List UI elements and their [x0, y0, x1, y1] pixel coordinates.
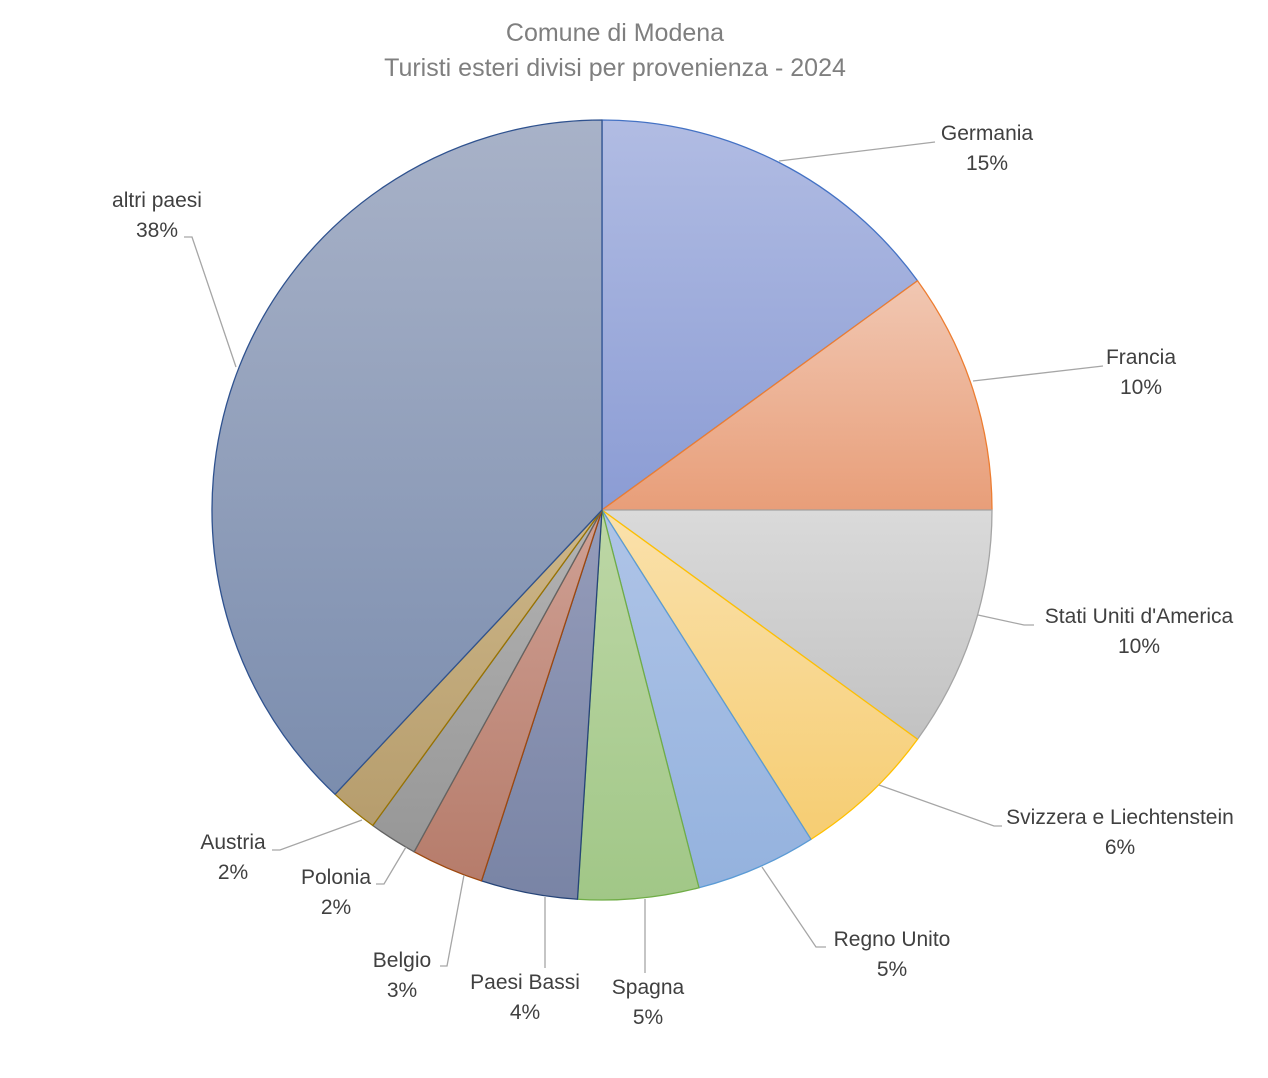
data-label-svizzera-e-liechtenstein-percent: 6%: [1105, 836, 1135, 859]
data-label-stati-uniti-d-america-category: Stati Uniti d'America: [1045, 605, 1234, 628]
leader-line-germania: [778, 141, 936, 162]
chart-title: Comune di Modena: [506, 19, 724, 47]
data-labels: Germania 15% Francia 10% Stati Uniti d'A…: [112, 122, 1234, 1029]
data-label-francia-percent: 10%: [1120, 376, 1162, 399]
data-label-germania-category: Germania: [941, 122, 1034, 145]
data-label-altri-paesi-category: altri paesi: [112, 189, 202, 212]
data-label-regno-unito-category: Regno Unito: [834, 928, 951, 951]
data-label-francia-category: Francia: [1106, 346, 1176, 369]
leader-line-regno-unito: [761, 866, 826, 948]
data-label-stati-uniti-d-america-percent: 10%: [1118, 635, 1160, 658]
data-label-spagna-percent: 5%: [633, 1006, 663, 1029]
data-label-spagna-category: Spagna: [612, 976, 685, 999]
pie-slice-francia: [601, 280, 993, 511]
data-label-regno-unito-percent: 5%: [877, 958, 907, 981]
pie-slice-svizzera-e-liechtenstein: [601, 509, 919, 840]
data-label-belgio-category: Belgio: [373, 949, 431, 972]
chart-subtitle: Turisti esteri divisi per provenienza - …: [384, 54, 846, 82]
pie-slice-germania: [601, 119, 919, 511]
pie-slice-stati-uniti-d-america: [601, 509, 993, 740]
leader-line-polonia: [376, 846, 407, 885]
data-label-altri-paesi-percent: 38%: [136, 219, 178, 242]
data-label-polonia-category: Polonia: [301, 866, 371, 889]
pie-slices: [211, 119, 993, 901]
data-label-paesi-bassi-category: Paesi Bassi: [470, 971, 580, 994]
data-label-paesi-bassi-percent: 4%: [510, 1001, 540, 1024]
data-label-austria-category: Austria: [200, 831, 266, 854]
leader-line-francia: [972, 365, 1104, 382]
leader-line-svizzera-e-liechtenstein: [878, 784, 1002, 827]
data-label-polonia-percent: 2%: [321, 896, 351, 919]
leader-line-belgio: [440, 874, 465, 967]
leader-line-altri-paesi: [184, 236, 237, 368]
leader-line-stati-uniti-d-america: [977, 614, 1034, 626]
data-label-austria-percent: 2%: [218, 861, 248, 884]
data-label-germania-percent: 15%: [966, 152, 1008, 175]
pie-slice-altri-paesi: [211, 119, 603, 795]
data-label-svizzera-e-liechtenstein-category: Svizzera e Liechtenstein: [1006, 806, 1234, 829]
data-label-belgio-percent: 3%: [387, 979, 417, 1002]
leader-lines: [184, 141, 1104, 973]
leader-line-austria: [272, 819, 363, 851]
